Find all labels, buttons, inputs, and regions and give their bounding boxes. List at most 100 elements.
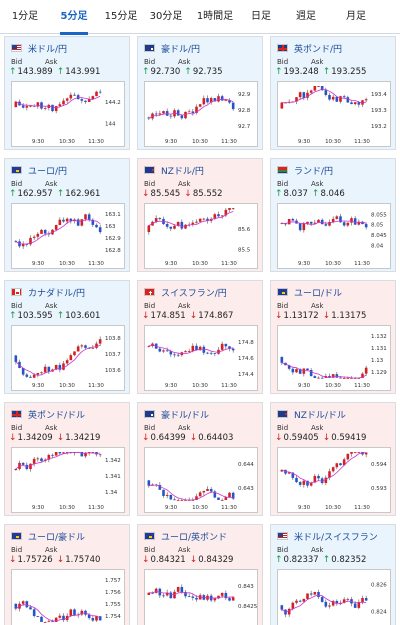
pair-title[interactable]: 米ドル/円	[28, 44, 68, 55]
pair-title[interactable]: 米ドル/スイスフラン	[294, 532, 378, 543]
pair-title[interactable]: スイスフラン/円	[161, 288, 227, 299]
candle	[302, 368, 306, 374]
candle	[69, 609, 73, 616]
pair-title[interactable]: カナダドル/円	[28, 288, 86, 299]
x-tick-label: 11:30	[221, 383, 237, 389]
ask-label: Ask	[45, 546, 58, 554]
currency-card[interactable]: ユーロ/豪ドル Bid Ask ↓1.75726 ↓1.75740 1.757 1.756 1…	[4, 524, 130, 625]
candle	[84, 452, 87, 457]
arrow-up-icon: ↑	[56, 189, 65, 199]
candle	[228, 208, 231, 210]
y-tick-label: 174.4	[238, 372, 254, 378]
candle	[353, 218, 357, 225]
candle	[291, 219, 295, 221]
y-tick-label: 193.4	[371, 92, 387, 98]
candle	[47, 621, 51, 623]
candle	[58, 219, 62, 225]
card-title-row: ユーロ/円	[11, 164, 68, 177]
currency-card[interactable]: ユーロ/英ポンド Bid Ask ↓0.84321 ↓0.84329 0.843 0.842…	[137, 524, 263, 625]
candlestick-chart[interactable]: 193.4 193.3 193.2 9:30 10:30 11:30	[277, 81, 391, 147]
currency-card[interactable]: ユーロ/ドル Bid Ask ↓1.13172 ↓1.13175 1.132 1.131 1.…	[270, 280, 396, 394]
bid-label: Bid	[144, 546, 156, 554]
tab-7[interactable]: 月足	[346, 11, 366, 22]
pair-title[interactable]: ユーロ/英ポンド	[161, 532, 228, 543]
y-tick-label: 0.644	[238, 462, 254, 468]
candlestick-chart[interactable]: 144.2 144 9:30 10:30 11:30	[11, 81, 125, 147]
candle	[21, 105, 25, 108]
tab-3[interactable]: 30分足	[149, 11, 183, 22]
bid-ask-labels: Bid Ask	[144, 424, 212, 432]
currency-card[interactable]: ユーロ/円 Bid Ask ↑162.957 ↑162.961 163.1 163 162.9…	[4, 158, 130, 272]
currency-card[interactable]: NZドル/ドル Bid Ask ↓0.59405 ↓0.59419 0.594 0.593 9…	[270, 402, 396, 516]
currency-card[interactable]: スイスフラン/円 Bid Ask ↓174.851 ↓174.867 174.8 174.6…	[137, 280, 263, 394]
tab-2[interactable]: 15分足	[104, 11, 138, 22]
candlestick-chart[interactable]: 1.132 1.131 1.13 1.129 9:30 10:30 11:30	[277, 325, 391, 391]
candle	[95, 224, 98, 228]
ask-value: 143.991	[65, 67, 101, 77]
tab-6[interactable]: 週足	[296, 11, 316, 22]
candlestick-chart[interactable]: 8.055 8.05 8.045 8.04 9:30 10:30 11:30	[277, 203, 391, 269]
card-title-row: ユーロ/英ポンド	[144, 530, 228, 543]
candle	[54, 617, 58, 622]
candle	[91, 219, 95, 225]
pair-title[interactable]: ユーロ/豪ドル	[28, 532, 86, 543]
currency-card[interactable]: 米ドル/スイスフラン Bid Ask ↑0.82337 ↑0.82352 0.826 0.8…	[270, 524, 396, 625]
pair-title[interactable]: NZドル/円	[161, 166, 204, 177]
currency-card[interactable]: 米ドル/円 Bid Ask ↑143.989 ↑143.991 144.2 144 9:30 1…	[4, 36, 130, 150]
candle	[165, 224, 169, 227]
currency-card[interactable]: 豪ドル/円 Bid Ask ↑92.730 ↑92.735 92.9 92.8 92.7 9:3…	[137, 36, 263, 150]
candlestick-chart[interactable]: 0.594 0.593 9:30 10:30 11:30	[277, 447, 391, 513]
candle	[364, 598, 368, 601]
candle	[184, 500, 187, 501]
x-tick-label: 9:30	[32, 383, 45, 389]
candlestick-chart[interactable]: 1.342 1.341 1.34 9:30 10:30 11:30	[11, 447, 125, 513]
tab-5[interactable]: 日足	[251, 11, 271, 22]
currency-card[interactable]: カナダドル/円 Bid Ask ↑103.595 ↑103.601 103.8 103.7 1…	[4, 280, 130, 394]
candlestick-chart[interactable]: 85.6 85.5 9:30 10:30 11:30	[144, 203, 258, 269]
tab-1[interactable]: 5分足	[52, 0, 96, 35]
candlestick-chart[interactable]: 163.1 163 162.9 162.8 9:30 10:30 11:30	[11, 203, 125, 269]
pair-title[interactable]: 豪ドル/円	[161, 44, 201, 55]
candle	[84, 214, 87, 220]
arrow-down-icon: ↓	[189, 555, 198, 565]
tab-4[interactable]: 1時間足	[196, 11, 234, 22]
card-title-row: スイスフラン/円	[144, 286, 227, 299]
candle	[328, 94, 331, 100]
chart-svg: 1.342 1.341 1.34 9:30 10:30 11:30	[14, 451, 121, 511]
candlestick-chart[interactable]: 174.8 174.6 174.4 9:30 10:30 11:30	[144, 325, 258, 391]
pair-title[interactable]: NZドル/ドル	[294, 410, 346, 421]
pair-title[interactable]: 豪ドル/ドル	[161, 410, 210, 421]
candlestick-chart[interactable]: 103.8 103.7 103.6 9:30 10:30 11:30	[11, 325, 125, 391]
pair-title[interactable]: ユーロ/円	[28, 166, 68, 177]
flag-us-icon	[11, 44, 22, 52]
candle	[213, 598, 217, 601]
arrow-down-icon: ↓	[142, 311, 150, 321]
candlestick-chart[interactable]: 0.644 0.643 9:30 10:30 11:30	[144, 447, 258, 513]
bid-ask-values: ↓174.851 ↓174.867	[142, 311, 237, 321]
currency-card[interactable]: NZドル/円 Bid Ask ↓85.545 ↓85.552 85.6 85.5 9:30 10…	[137, 158, 263, 272]
arrow-up-icon: ↑	[275, 555, 283, 565]
candlestick-chart[interactable]: 92.9 92.8 92.7 9:30 10:30 11:30	[144, 81, 258, 147]
candle	[206, 98, 209, 103]
currency-card[interactable]: ランド/円 Bid Ask ↑8.037 ↑8.046 8.055 8.05 8.045 8.0…	[270, 158, 396, 272]
currency-card[interactable]: 英ポンド/円 Bid Ask ↑193.248 ↑193.255 193.4 193.3 19…	[270, 36, 396, 150]
bid-label: Bid	[11, 424, 23, 432]
currency-card[interactable]: 英ポンド/ドル Bid Ask ↓1.34209 ↓1.34219 1.342 1.341 1…	[4, 402, 130, 516]
x-tick-label: 9:30	[165, 505, 178, 511]
candle	[364, 224, 368, 228]
pair-title[interactable]: 英ポンド/円	[294, 44, 343, 55]
pair-title[interactable]: ランド/円	[294, 166, 334, 177]
x-tick-label: 10:30	[325, 139, 341, 145]
pair-title[interactable]: ユーロ/ドル	[294, 288, 343, 299]
currency-card[interactable]: 豪ドル/ドル Bid Ask ↓0.64399 ↓0.64403 0.644 0.643 9:…	[137, 402, 263, 516]
x-tick-label: 9:30	[298, 383, 311, 389]
candle	[353, 102, 357, 105]
pair-title[interactable]: 英ポンド/ドル	[28, 410, 86, 421]
candle	[357, 221, 361, 225]
candle	[14, 468, 18, 471]
tab-0[interactable]: 1分足	[11, 11, 39, 22]
candle	[335, 374, 339, 378]
